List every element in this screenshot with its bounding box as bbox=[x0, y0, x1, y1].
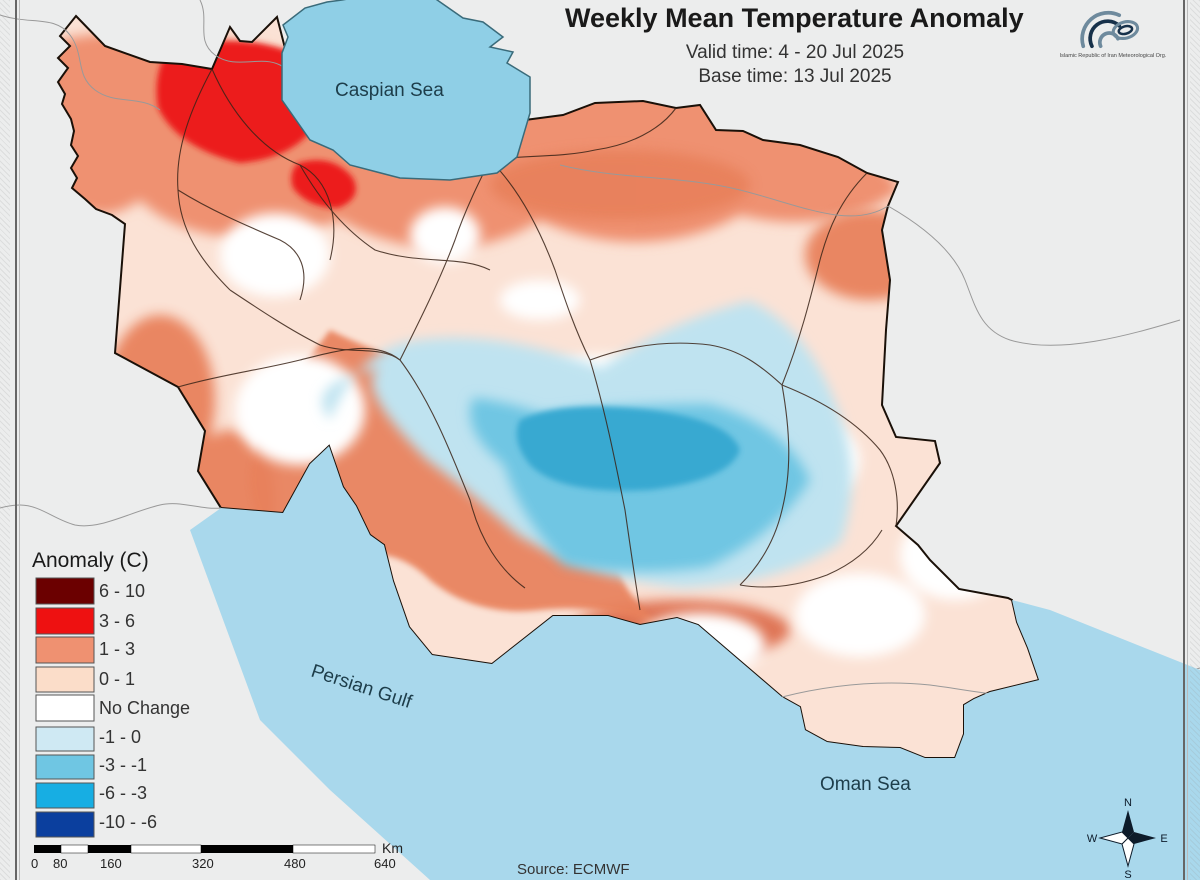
svg-text:Caspian Sea: Caspian Sea bbox=[335, 80, 444, 101]
svg-text:Valid time: 4 - 20 Jul 2025: Valid time: 4 - 20 Jul 2025 bbox=[686, 42, 904, 63]
svg-text:Base time: 13 Jul 2025: Base time: 13 Jul 2025 bbox=[698, 66, 891, 87]
svg-text:N: N bbox=[1124, 797, 1132, 809]
svg-text:-1 - 0: -1 - 0 bbox=[99, 727, 141, 747]
svg-text:3 - 6: 3 - 6 bbox=[99, 611, 135, 631]
svg-text:-6 - -3: -6 - -3 bbox=[99, 783, 147, 803]
svg-text:0: 0 bbox=[31, 856, 38, 871]
svg-text:Oman Sea: Oman Sea bbox=[820, 774, 911, 795]
svg-text:6 - 10: 6 - 10 bbox=[99, 581, 145, 601]
svg-text:-10 - -6: -10 - -6 bbox=[99, 812, 157, 832]
svg-text:Km: Km bbox=[382, 840, 403, 856]
svg-text:W: W bbox=[1087, 833, 1098, 845]
svg-text:0 - 1: 0 - 1 bbox=[99, 669, 135, 689]
svg-text:Source: ECMWF: Source: ECMWF bbox=[517, 861, 630, 878]
svg-text:S: S bbox=[1124, 869, 1131, 880]
svg-text:Anomaly (C): Anomaly (C) bbox=[32, 549, 149, 572]
svg-text:1 - 3: 1 - 3 bbox=[99, 639, 135, 659]
svg-text:No Change: No Change bbox=[99, 698, 190, 718]
svg-text:320: 320 bbox=[192, 856, 214, 871]
svg-text:E: E bbox=[1160, 833, 1167, 845]
svg-text:480: 480 bbox=[284, 856, 306, 871]
svg-text:Weekly Mean Temperature Anomal: Weekly Mean Temperature Anomaly bbox=[565, 3, 1024, 33]
svg-text:Islamic Republic of Iran Meteo: Islamic Republic of Iran Meteorological … bbox=[1060, 53, 1167, 59]
svg-text:-3 - -1: -3 - -1 bbox=[99, 755, 147, 775]
svg-text:80: 80 bbox=[53, 856, 67, 871]
svg-text:160: 160 bbox=[100, 856, 122, 871]
svg-text:640: 640 bbox=[374, 856, 396, 871]
